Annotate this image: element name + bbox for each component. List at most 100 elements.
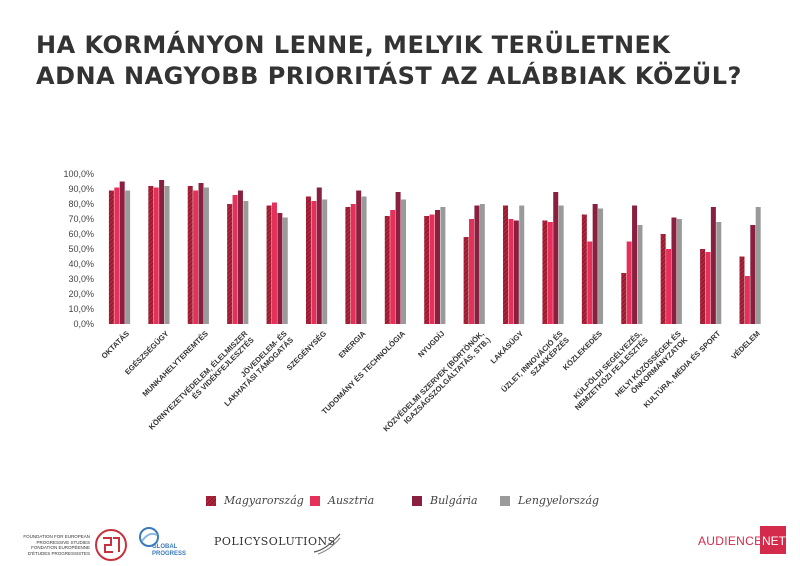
y-tick-label: 0,0%	[73, 319, 94, 329]
y-tick-label: 10,0%	[68, 304, 94, 314]
bar-magyarorszag	[266, 205, 272, 324]
globe-icon	[139, 527, 159, 547]
bar-bulgaria	[710, 207, 716, 324]
feps-logo-text: FOUNDATION FOR EUROPEAN PROGRESSIVE STUD…	[23, 534, 90, 556]
y-tick-label: 40,0%	[68, 259, 94, 269]
audience-net-box	[760, 526, 786, 554]
bar-bulgaria	[277, 213, 283, 324]
bar-bulgaria	[632, 205, 638, 324]
bar-ausztria	[350, 204, 356, 324]
bar-lengyelorszag	[243, 201, 249, 324]
bar-lengyelorszag	[400, 199, 406, 324]
title-line-1: HA KORMÁNYON LENNE, MELYIK TERÜLETNEK	[36, 31, 671, 59]
policy-solutions-logo: POLICYSOLUTIONS	[214, 532, 344, 560]
y-tick-label: 90,0%	[68, 184, 94, 194]
bar-lengyelorszag	[598, 208, 604, 324]
bar-lengyelorszag	[164, 186, 170, 324]
bar-ausztria	[311, 201, 317, 324]
bar-bulgaria	[435, 210, 440, 324]
y-tick-label: 50,0%	[68, 244, 94, 254]
bar-lengyelorszag	[203, 187, 209, 324]
bar-bulgaria	[237, 190, 243, 324]
bar-bulgaria	[553, 192, 559, 324]
y-tick-label: 100,0%	[63, 169, 94, 179]
swoosh-icon	[313, 533, 341, 555]
bar-ausztria	[744, 276, 750, 324]
bar-lengyelorszag	[755, 207, 761, 324]
bar-bulgaria	[671, 217, 677, 324]
bar-magyarorszag	[503, 205, 509, 324]
y-tick-label: 30,0%	[68, 274, 94, 284]
y-tick-label: 80,0%	[68, 199, 94, 209]
bar-bulgaria	[750, 225, 756, 324]
bar-magyarorszag	[463, 237, 469, 324]
bar-ausztria	[390, 210, 396, 324]
legend-label: Lengyelország	[518, 494, 600, 507]
x-category-label: LAKÁSÜGY	[489, 329, 526, 366]
bar-ausztria	[705, 252, 711, 324]
bar-lengyelorszag	[519, 205, 525, 324]
y-tick-label: 60,0%	[68, 229, 94, 239]
footer-logos: FOUNDATION FOR EUROPEAN PROGRESSIVE STUD…	[0, 520, 800, 566]
bar-magyarorszag	[542, 220, 548, 324]
y-tick-label: 20,0%	[68, 289, 94, 299]
bar-lengyelorszag	[322, 199, 328, 324]
bar-lengyelorszag	[479, 204, 485, 324]
x-category-label: KÖZVÉDELMI SZERVEK (BÖRTÖNÖK,IGAZSÁGSZOL…	[381, 329, 492, 440]
bar-bulgaria	[513, 220, 519, 324]
legend-item-magyarorszag: Magyarország	[206, 494, 304, 507]
bar-lengyelorszag	[440, 207, 446, 324]
bar-bulgaria	[592, 204, 598, 324]
global-progress-text: GLOBAL PROGRESS	[152, 544, 187, 557]
bar-lengyelorszag	[361, 196, 367, 324]
bar-ausztria	[626, 241, 632, 324]
bars-group	[108, 180, 761, 324]
global-progress-logo: GLOBAL PROGRESS	[138, 526, 198, 562]
bar-ausztria	[587, 241, 593, 324]
bar-lengyelorszag	[716, 222, 722, 324]
y-tick-label: 70,0%	[68, 214, 94, 224]
audience-net-box-text: NET	[762, 534, 786, 548]
bar-magyarorszag	[621, 273, 627, 324]
bar-bulgaria	[119, 181, 125, 324]
bar-magyarorszag	[739, 256, 745, 324]
bar-bulgaria	[198, 183, 204, 324]
bar-bulgaria	[356, 190, 362, 324]
policy-solutions-text: POLICYSOLUTIONS	[214, 535, 336, 548]
bar-lengyelorszag	[637, 225, 643, 324]
bar-magyarorszag	[148, 186, 154, 324]
bar-chart: 0,0% 10,0% 20,0% 30,0% 40,0% 50,0% 60,0% 70,0% 8…	[63, 169, 762, 440]
bar-magyarorszag	[384, 216, 390, 324]
bar-ausztria	[469, 219, 475, 324]
bar-ausztria	[232, 195, 238, 324]
legend-item-ausztria: Ausztria	[310, 494, 374, 507]
bar-ausztria	[429, 214, 435, 324]
bar-magyarorszag	[424, 216, 430, 324]
bar-ausztria	[193, 190, 199, 324]
legend-label: Ausztria	[328, 494, 375, 507]
legend-swatch-lengyelorszag	[500, 495, 510, 506]
x-category-label: KÖZLEKEDÉS	[561, 329, 604, 372]
bar-ausztria	[153, 187, 159, 324]
bar-magyarorszag	[108, 190, 114, 324]
bar-lengyelorszag	[125, 190, 131, 324]
bar-ausztria	[271, 202, 277, 324]
bar-magyarorszag	[700, 249, 706, 324]
legend-swatch-bulgaria	[412, 495, 422, 506]
legend-item-lengyelorszag: Lengyelország	[500, 494, 599, 507]
bar-magyarorszag	[305, 196, 311, 324]
x-category-label: VÉDELEM	[729, 329, 761, 361]
legend-item-bulgaria: Bulgária	[412, 494, 478, 507]
feps-emblem-icon	[95, 529, 127, 561]
bar-ausztria	[508, 219, 514, 324]
bar-bulgaria	[474, 205, 480, 324]
x-category-label: TUDOMÁNY ÉS TECHNOLÓGIA	[320, 329, 407, 416]
legend: Magyarország Ausztria Bulgária Lengyelor…	[0, 494, 800, 514]
bar-magyarorszag	[227, 204, 233, 324]
x-category-label: NYUGDÍJ	[416, 329, 446, 359]
legend-swatch-magyarorszag	[206, 495, 216, 506]
bar-bulgaria	[395, 192, 401, 324]
bar-lengyelorszag	[676, 219, 682, 324]
x-axis-labels: OKTATÁSEGÉSZSÉGÜGYMUNKAHELYTEREMTÉSKÖRNY…	[100, 329, 762, 440]
bar-magyarorszag	[660, 234, 666, 324]
